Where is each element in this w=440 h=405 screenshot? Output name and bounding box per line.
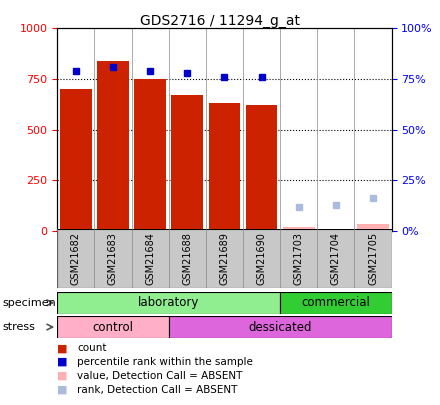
Bar <box>134 79 166 231</box>
Text: commercial: commercial <box>301 296 370 309</box>
Bar <box>172 95 203 231</box>
Bar <box>57 292 280 314</box>
Text: ■: ■ <box>57 371 68 381</box>
Text: specimen: specimen <box>2 298 56 308</box>
Text: GSM21690: GSM21690 <box>257 232 267 285</box>
Bar <box>169 316 392 338</box>
Text: GSM21689: GSM21689 <box>220 232 229 285</box>
Text: value, Detection Call = ABSENT: value, Detection Call = ABSENT <box>77 371 242 381</box>
Text: GSM21682: GSM21682 <box>71 232 81 285</box>
Text: rank, Detection Call = ABSENT: rank, Detection Call = ABSENT <box>77 385 237 394</box>
Text: ■: ■ <box>57 385 68 394</box>
Bar <box>60 89 92 231</box>
Bar <box>57 316 169 338</box>
Bar <box>246 105 277 231</box>
Text: stress: stress <box>2 322 35 332</box>
Text: dessicated: dessicated <box>249 320 312 334</box>
Bar <box>320 229 352 231</box>
Text: ■: ■ <box>57 343 68 353</box>
Bar <box>280 292 392 314</box>
Bar <box>209 103 240 231</box>
Text: GSM21684: GSM21684 <box>145 232 155 285</box>
Bar <box>357 224 389 231</box>
Bar <box>283 227 315 231</box>
Bar <box>97 61 129 231</box>
Text: ■: ■ <box>57 357 68 367</box>
Text: count: count <box>77 343 106 353</box>
Text: laboratory: laboratory <box>138 296 199 309</box>
Text: GSM21683: GSM21683 <box>108 232 118 285</box>
Text: GSM21704: GSM21704 <box>331 232 341 285</box>
Text: GSM21688: GSM21688 <box>182 232 192 285</box>
Text: control: control <box>92 320 133 334</box>
Text: GSM21703: GSM21703 <box>294 232 304 285</box>
Text: percentile rank within the sample: percentile rank within the sample <box>77 357 253 367</box>
Text: GSM21705: GSM21705 <box>368 232 378 285</box>
Text: GDS2716 / 11294_g_at: GDS2716 / 11294_g_at <box>140 14 300 28</box>
